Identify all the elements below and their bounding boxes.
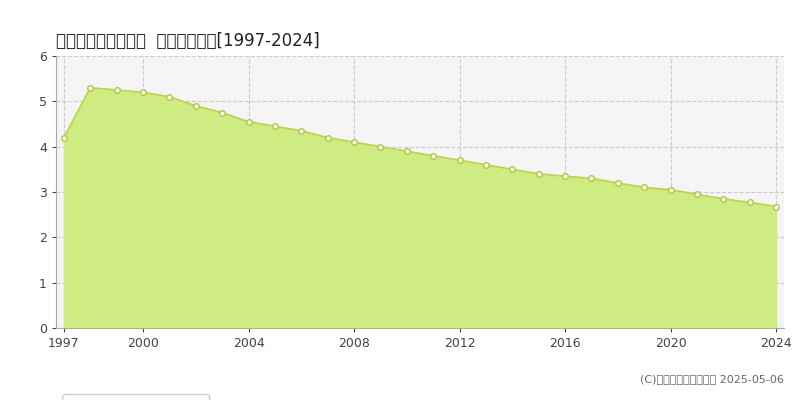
Legend: 基準地価  平均坪単価(万円/坪): 基準地価 平均坪単価(万円/坪): [62, 394, 210, 400]
Text: (C)土地価格ドットコム 2025-05-06: (C)土地価格ドットコム 2025-05-06: [640, 374, 784, 384]
Text: 上水内郡小川村高府  基準地価推移[1997-2024]: 上水内郡小川村高府 基準地価推移[1997-2024]: [56, 32, 320, 50]
